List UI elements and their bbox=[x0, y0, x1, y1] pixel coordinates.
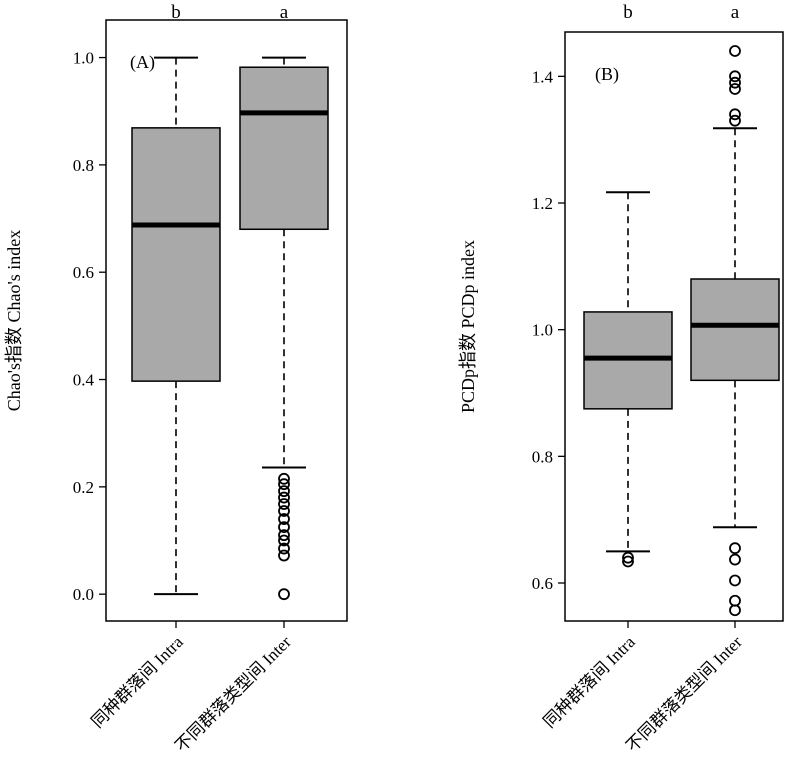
outlier-point bbox=[729, 604, 741, 617]
outlier-point bbox=[729, 45, 741, 57]
y-tick-label: 0.8 bbox=[73, 156, 94, 175]
outlier-point bbox=[729, 83, 741, 95]
panel-label: (B) bbox=[595, 64, 619, 85]
outlier-point bbox=[278, 588, 290, 601]
outlier-point bbox=[278, 505, 290, 517]
outlier-point bbox=[622, 551, 634, 564]
significance-letter: b bbox=[623, 2, 633, 23]
outlier-point bbox=[278, 529, 290, 542]
outlier-point bbox=[729, 76, 741, 89]
panel-label: (A) bbox=[130, 52, 155, 73]
y-tick-label: 0.8 bbox=[532, 447, 553, 466]
outlier-point bbox=[729, 553, 741, 566]
significance-letter: a bbox=[731, 2, 740, 23]
outlier-point bbox=[729, 114, 741, 127]
box-intra: b 同种群落间 Intra bbox=[540, 2, 673, 732]
box-intra: b 同种群落间 Intra bbox=[88, 2, 221, 732]
category-label: 同种群落间 Intra bbox=[540, 632, 640, 732]
y-tick-label: 0.4 bbox=[73, 371, 95, 390]
outlier-point bbox=[729, 108, 741, 121]
outlier-point bbox=[278, 521, 290, 533]
y-tick-label: 0.6 bbox=[532, 574, 553, 593]
outlier-point bbox=[729, 594, 741, 607]
iqr-box bbox=[690, 278, 780, 382]
category-label: 不同群落类型间 Inter bbox=[172, 632, 296, 756]
significance-letter: b bbox=[171, 2, 181, 23]
iqr-box bbox=[131, 127, 221, 382]
y-tick-label: 1.2 bbox=[532, 194, 553, 213]
y-axis-title: PCDp指数 PCDp index bbox=[458, 240, 478, 413]
panel-b: 0.6 0.8 1.0 1.2 1.4 PCDp指数 PCDp index (B) b 同种群落… bbox=[458, 2, 784, 756]
outlier-point bbox=[278, 485, 290, 498]
outlier-point bbox=[278, 491, 290, 504]
iqr-box bbox=[239, 66, 329, 231]
outlier-point bbox=[278, 498, 290, 510]
outlier-point bbox=[278, 549, 290, 562]
outlier-point bbox=[729, 574, 741, 587]
y-tick-label: 0.2 bbox=[73, 478, 94, 497]
y-tick-label: 1.0 bbox=[532, 321, 553, 340]
category-label: 同种群落间 Intra bbox=[88, 632, 188, 732]
plot-frame bbox=[105, 19, 348, 622]
category-label: 不同群落类型间 Inter bbox=[623, 632, 747, 756]
y-axis-title: Chao's指数 Chao's index bbox=[4, 230, 24, 411]
outlier-point bbox=[729, 542, 741, 555]
outlier-point bbox=[278, 534, 290, 547]
y-tick-label: 0.6 bbox=[73, 263, 94, 282]
plot-frame bbox=[564, 31, 784, 622]
outlier-point bbox=[278, 472, 290, 485]
panel-a: 0.0 0.2 0.4 0.6 0.8 1.0 Chao's指数 Chao's index (… bbox=[4, 2, 348, 756]
outlier-point bbox=[729, 70, 741, 83]
outlier-point bbox=[278, 513, 290, 525]
outlier-point bbox=[278, 542, 290, 555]
y-tick-label: 1.4 bbox=[532, 67, 554, 86]
outlier-point bbox=[278, 478, 290, 491]
significance-letter: a bbox=[280, 2, 289, 23]
y-tick-label: 1.0 bbox=[73, 49, 94, 68]
outlier-point bbox=[622, 555, 634, 568]
y-tick-label: 0.0 bbox=[73, 585, 94, 604]
